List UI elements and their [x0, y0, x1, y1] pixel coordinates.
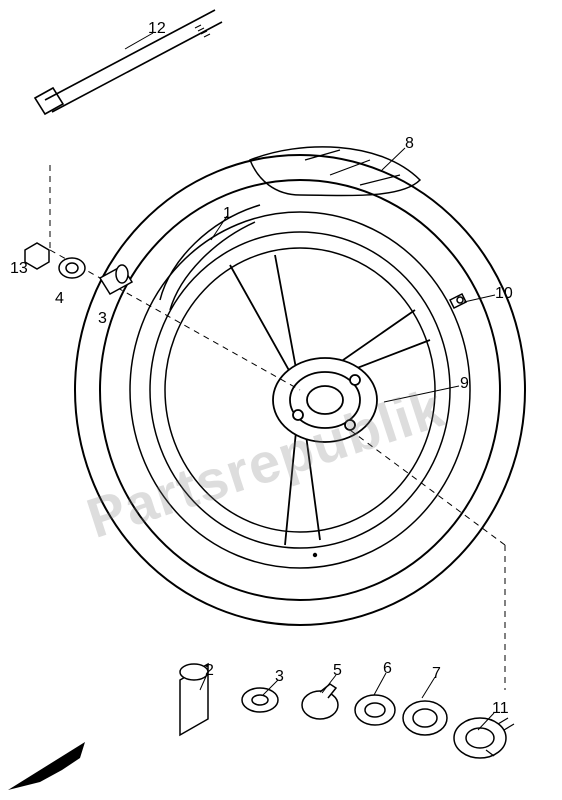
callout-6: 6	[383, 660, 392, 678]
callout-4: 4	[55, 290, 64, 308]
callout-5: 5	[333, 662, 342, 680]
axle-projection	[50, 165, 300, 390]
bottom-projection	[350, 430, 505, 690]
callout-1: 1	[223, 205, 232, 223]
direction-arrow	[8, 742, 85, 790]
callout-9: 9	[460, 375, 469, 393]
callout-2: 2	[205, 662, 214, 680]
callout-12: 12	[148, 20, 166, 38]
diagram-canvas: Partsrepublik 12 8 1 13 4 3 10 9 2 3 5 6…	[0, 0, 562, 800]
callout-7: 7	[432, 665, 441, 683]
reference-dot	[313, 553, 317, 557]
callout-3a: 3	[98, 310, 107, 328]
callout-10: 10	[495, 285, 513, 303]
valve-stem	[450, 294, 466, 308]
left-hardware	[25, 243, 132, 294]
bottom-hardware	[180, 664, 514, 758]
callout-13: 13	[10, 260, 28, 278]
axle	[35, 10, 222, 114]
callout-3b: 3	[275, 668, 284, 686]
hub	[273, 358, 377, 442]
callout-11: 11	[492, 700, 509, 718]
callout-8: 8	[405, 135, 414, 153]
